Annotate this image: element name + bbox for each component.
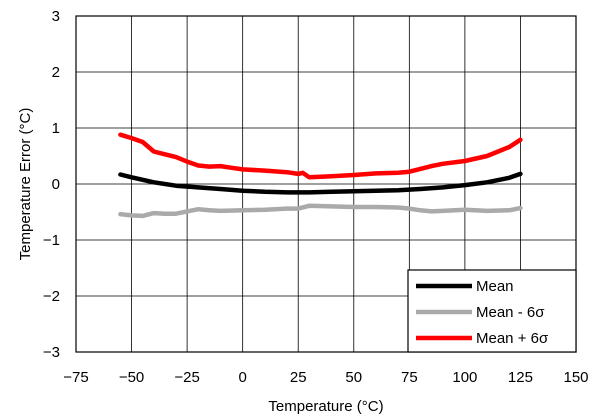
y-tick-label: −2 (43, 288, 60, 305)
x-tick-label: 75 (401, 369, 418, 386)
x-tick-label: 25 (290, 369, 307, 386)
y-tick-label: −1 (43, 232, 60, 249)
x-tick-labels: −75 −50 −25 0 25 50 75 100 125 150 (63, 369, 588, 386)
series-line-2 (118, 132, 523, 180)
y-tick-label: 0 (52, 176, 60, 193)
plot-area (75, 15, 577, 353)
x-tick-label: −50 (119, 369, 144, 386)
y-axis-label: Temperature Error (°C) (17, 108, 34, 261)
y-tick-label: 2 (52, 64, 60, 81)
x-tick-label: 125 (508, 369, 533, 386)
legend-label: Mean (476, 278, 514, 295)
y-tick-labels: −3 −2 −1 0 1 2 3 (43, 8, 60, 361)
x-tick-label: −25 (174, 369, 199, 386)
x-tick-label: 0 (238, 369, 246, 386)
x-tick-label: 150 (563, 369, 588, 386)
y-tick-label: 1 (52, 120, 60, 137)
x-tick-label: 100 (452, 369, 477, 386)
x-tick-label: 50 (345, 369, 362, 386)
series-lines (118, 132, 523, 219)
x-tick-label: −75 (63, 369, 88, 386)
x-axis-label: Temperature (°C) (268, 398, 383, 415)
legend: Mean Mean - 6σ Mean + 6σ (407, 269, 577, 353)
legend-label: Mean - 6σ (476, 304, 545, 321)
series-line-1 (118, 203, 523, 219)
y-tick-label: 3 (52, 8, 60, 25)
series-line-0 (118, 171, 523, 195)
legend-label: Mean + 6σ (476, 330, 549, 347)
y-tick-label: −3 (43, 344, 60, 361)
